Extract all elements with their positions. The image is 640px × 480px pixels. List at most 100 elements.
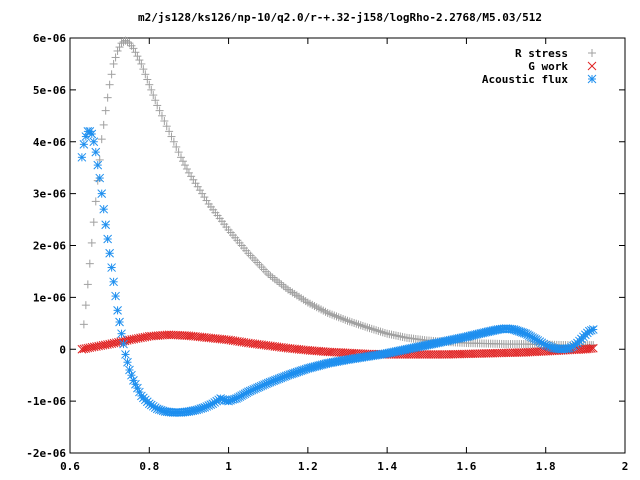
data-point bbox=[426, 350, 436, 359]
data-point bbox=[187, 172, 196, 181]
data-point bbox=[191, 179, 200, 188]
data-point bbox=[198, 189, 207, 198]
data-point bbox=[113, 46, 122, 55]
data-point bbox=[444, 350, 454, 359]
y-tick-label: 0 bbox=[59, 343, 66, 356]
x-tick-label: 1.6 bbox=[456, 460, 476, 473]
data-point bbox=[279, 282, 288, 291]
legend-marker bbox=[587, 74, 597, 84]
data-point bbox=[429, 350, 438, 359]
x-tick-label: 0.8 bbox=[139, 460, 159, 473]
data-point bbox=[85, 259, 94, 268]
data-point bbox=[448, 349, 458, 359]
data-point bbox=[413, 350, 423, 359]
data-point bbox=[492, 348, 502, 358]
legend-label: G work bbox=[528, 60, 568, 73]
chart-title: m2/js128/ks126/np-10/q2.0/r-+.32-j158/lo… bbox=[138, 11, 542, 24]
data-point bbox=[182, 164, 191, 173]
data-point bbox=[442, 350, 451, 359]
data-point bbox=[468, 349, 478, 359]
data-point bbox=[162, 122, 171, 131]
data-point bbox=[459, 349, 469, 359]
data-point bbox=[200, 193, 209, 202]
data-point bbox=[93, 160, 103, 170]
data-point bbox=[169, 137, 178, 146]
data-point bbox=[97, 189, 107, 198]
data-point bbox=[477, 349, 487, 358]
data-point bbox=[424, 350, 434, 359]
data-point bbox=[113, 305, 122, 315]
data-point bbox=[155, 106, 164, 115]
data-point bbox=[87, 129, 97, 139]
y-tick-label: 3e-06 bbox=[33, 188, 66, 201]
series-r-stress bbox=[79, 36, 598, 350]
x-tick-label: 0.6 bbox=[60, 460, 80, 473]
data-point bbox=[172, 142, 181, 151]
y-tick-label: 1e-06 bbox=[33, 291, 66, 304]
data-point bbox=[514, 348, 524, 357]
series-acoustic-flux bbox=[77, 127, 598, 417]
data-point bbox=[151, 96, 160, 105]
data-point bbox=[103, 234, 113, 244]
data-point bbox=[162, 330, 172, 340]
data-point bbox=[588, 325, 598, 334]
data-point bbox=[83, 280, 92, 289]
data-point bbox=[479, 349, 489, 358]
legend-label: Acoustic flux bbox=[482, 73, 568, 86]
data-point bbox=[184, 168, 193, 177]
data-point bbox=[125, 365, 134, 375]
data-point bbox=[481, 349, 491, 358]
data-point bbox=[433, 350, 443, 359]
x-tick-label: 1.2 bbox=[298, 460, 318, 473]
data-point bbox=[369, 325, 378, 334]
data-point bbox=[77, 152, 87, 162]
data-point bbox=[484, 348, 493, 358]
data-point bbox=[107, 70, 116, 79]
data-point bbox=[431, 350, 440, 359]
data-point bbox=[499, 348, 509, 358]
y-tick-label: 2e-06 bbox=[33, 240, 66, 253]
data-point bbox=[352, 319, 361, 328]
data-point bbox=[510, 348, 520, 358]
data-point bbox=[378, 328, 387, 337]
data-point bbox=[89, 218, 98, 227]
x-tick-label: 1.8 bbox=[536, 460, 556, 473]
data-point bbox=[115, 43, 124, 52]
data-point bbox=[91, 147, 101, 157]
data-point bbox=[105, 248, 114, 258]
legend-marker bbox=[588, 49, 596, 57]
data-point bbox=[137, 59, 146, 68]
data-point bbox=[420, 350, 429, 359]
data-point bbox=[189, 175, 198, 184]
data-point bbox=[143, 75, 152, 84]
data-point bbox=[350, 318, 359, 327]
data-point bbox=[503, 348, 513, 358]
y-tick-label: 5e-06 bbox=[33, 84, 66, 97]
data-point bbox=[167, 132, 176, 141]
data-point bbox=[193, 182, 202, 191]
data-point bbox=[109, 59, 118, 68]
data-point bbox=[275, 278, 284, 287]
data-point bbox=[437, 350, 447, 359]
data-point bbox=[133, 52, 142, 61]
y-tick-label: -2e-06 bbox=[26, 447, 66, 460]
data-point bbox=[91, 197, 100, 206]
data-point bbox=[177, 153, 185, 162]
data-point bbox=[268, 273, 277, 282]
data-point bbox=[586, 344, 596, 353]
data-point bbox=[195, 186, 204, 195]
data-point bbox=[111, 53, 120, 62]
data-point bbox=[277, 280, 286, 289]
data-point bbox=[488, 348, 498, 358]
data-point bbox=[107, 263, 116, 272]
data-point bbox=[497, 348, 507, 358]
legend-marker bbox=[587, 61, 597, 71]
data-point bbox=[376, 327, 385, 336]
data-point bbox=[145, 80, 154, 89]
data-point bbox=[273, 276, 282, 285]
data-point bbox=[486, 348, 496, 358]
data-point bbox=[129, 44, 138, 53]
x-tick-label: 2 bbox=[622, 460, 629, 473]
data-point bbox=[119, 339, 128, 349]
